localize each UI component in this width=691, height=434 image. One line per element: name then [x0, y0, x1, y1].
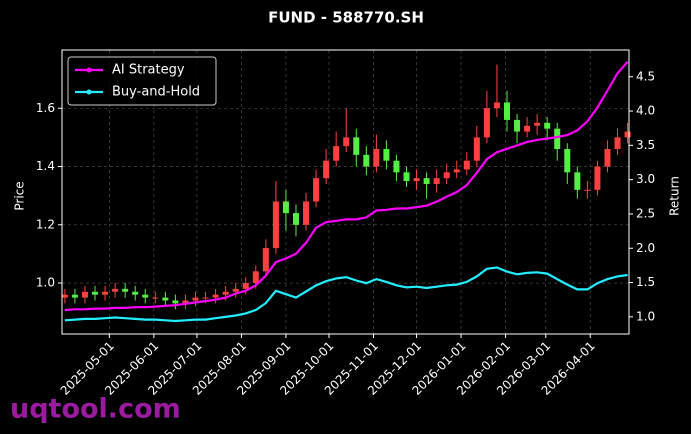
- candle-body: [182, 300, 189, 304]
- candle-body: [81, 291, 88, 298]
- candle-body: [554, 128, 561, 150]
- candle-body: [242, 283, 249, 289]
- candle-body: [313, 178, 320, 202]
- candle-body: [624, 131, 631, 138]
- candle-body: [483, 108, 490, 138]
- watermark: uqtool.com: [10, 394, 181, 425]
- y2-tick-label: 3.0: [636, 172, 655, 186]
- candle-body: [252, 271, 259, 284]
- candle-body: [272, 201, 279, 249]
- candle-body: [262, 248, 269, 272]
- candle-body: [383, 149, 390, 161]
- y-tick-label: 1.0: [36, 276, 55, 290]
- candle-body: [333, 146, 340, 161]
- candle-body: [71, 294, 78, 298]
- y2-tick-label: 2.0: [636, 241, 655, 255]
- candle-body: [162, 297, 169, 301]
- candle-body: [373, 149, 380, 167]
- candle-body: [584, 189, 591, 191]
- candle-body: [564, 149, 571, 173]
- candle-body: [112, 288, 119, 292]
- y2-tick-label: 1.0: [636, 309, 655, 323]
- candle-body: [473, 137, 480, 161]
- plot-frame: [61, 49, 630, 335]
- candle-body: [202, 297, 209, 299]
- candle-body: [453, 169, 460, 173]
- y2-tick-label: 4.5: [636, 69, 655, 83]
- legend-box: [67, 56, 217, 106]
- candle-body: [292, 213, 299, 225]
- return-line: [64, 266, 628, 323]
- candle-body: [142, 294, 149, 298]
- candle-body: [524, 125, 531, 132]
- legend-marker: [86, 89, 92, 95]
- candle-body: [152, 297, 159, 299]
- y-tick-label: 1.2: [36, 217, 55, 231]
- candle-body: [343, 137, 350, 147]
- candle-body: [323, 160, 330, 179]
- candle-body: [212, 294, 219, 298]
- candle-body: [503, 102, 510, 120]
- candle-body: [303, 201, 310, 225]
- chart-title: FUND - 588770.SH: [268, 9, 424, 27]
- y-tick-label: 1.4: [36, 159, 55, 173]
- candle-body: [514, 119, 521, 132]
- candle-body: [363, 154, 370, 167]
- legend-label: Buy-and-Hold: [112, 85, 200, 100]
- candle-body: [544, 122, 551, 129]
- candle-body: [232, 288, 239, 292]
- candle-body: [393, 160, 400, 173]
- candle-body: [192, 297, 199, 301]
- candle-body: [443, 172, 450, 179]
- legend-marker: [86, 67, 92, 73]
- candle-body: [92, 291, 99, 295]
- candle-body: [463, 160, 470, 170]
- y2-tick-label: 3.5: [636, 138, 655, 152]
- y-axis-label: Price: [13, 181, 27, 210]
- candle-body: [353, 137, 360, 155]
- candle-body: [594, 166, 601, 190]
- candle-body: [403, 172, 410, 182]
- candle-body: [61, 294, 68, 298]
- candle-body: [433, 178, 440, 184]
- candle-body: [493, 102, 500, 109]
- candle-body: [102, 291, 109, 295]
- candle-body: [282, 201, 289, 214]
- y2-tick-label: 2.5: [636, 206, 655, 220]
- candle-body: [222, 291, 229, 295]
- candle-body: [423, 178, 430, 184]
- y2-tick-label: 1.5: [636, 275, 655, 289]
- candle-body: [132, 291, 139, 295]
- candle-body: [122, 288, 129, 292]
- y2-axis-label: Return: [668, 176, 682, 216]
- legend-label: AI Strategy: [112, 63, 185, 78]
- candle-body: [413, 178, 420, 182]
- candle-body: [172, 300, 179, 304]
- candle-body: [574, 172, 581, 190]
- y-tick-label: 1.6: [36, 101, 55, 115]
- candle-body: [604, 149, 611, 167]
- candle-body: [614, 137, 621, 150]
- return-line: [64, 60, 629, 312]
- legend: AI Strategy Buy-and-Hold: [67, 56, 217, 106]
- y2-tick-label: 4.0: [636, 104, 655, 118]
- candle-body: [534, 122, 541, 126]
